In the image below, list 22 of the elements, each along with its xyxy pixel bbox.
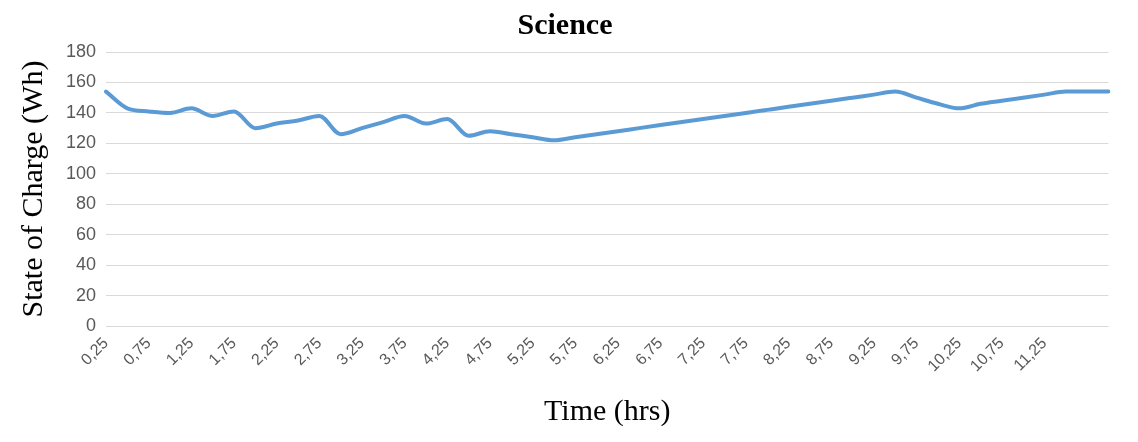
y-tick-label: 160 [65,71,97,92]
y-tick-label: 60 [76,223,97,244]
y-tick-label: 140 [65,101,97,122]
x-tick-label: 7,75 [717,334,752,369]
x-axis-title: Time (hrs) [544,392,671,427]
x-tick-label: 6,25 [589,334,624,369]
y-tick-label: 40 [76,254,97,275]
chart-title: Science [517,6,613,40]
x-tick-label: 0,75 [119,334,154,369]
line-series [104,89,1111,143]
x-tick-label: 4,25 [418,334,453,369]
x-tick-label: 0,25 [77,334,112,369]
x-tick-label: 7,25 [674,334,709,369]
x-tick-label: 6,75 [631,334,666,369]
y-axis-title: State of Charge (Wh) [14,60,49,318]
x-tick-label: 4,75 [461,334,496,369]
y-tick-label: 180 [65,40,97,61]
y-tick-label: 0 [86,315,97,336]
y-tick-label: 120 [65,132,97,153]
y-tick-label: 80 [76,193,97,214]
y-tick-label: 20 [76,284,97,305]
y-tick-label: 100 [65,162,97,183]
